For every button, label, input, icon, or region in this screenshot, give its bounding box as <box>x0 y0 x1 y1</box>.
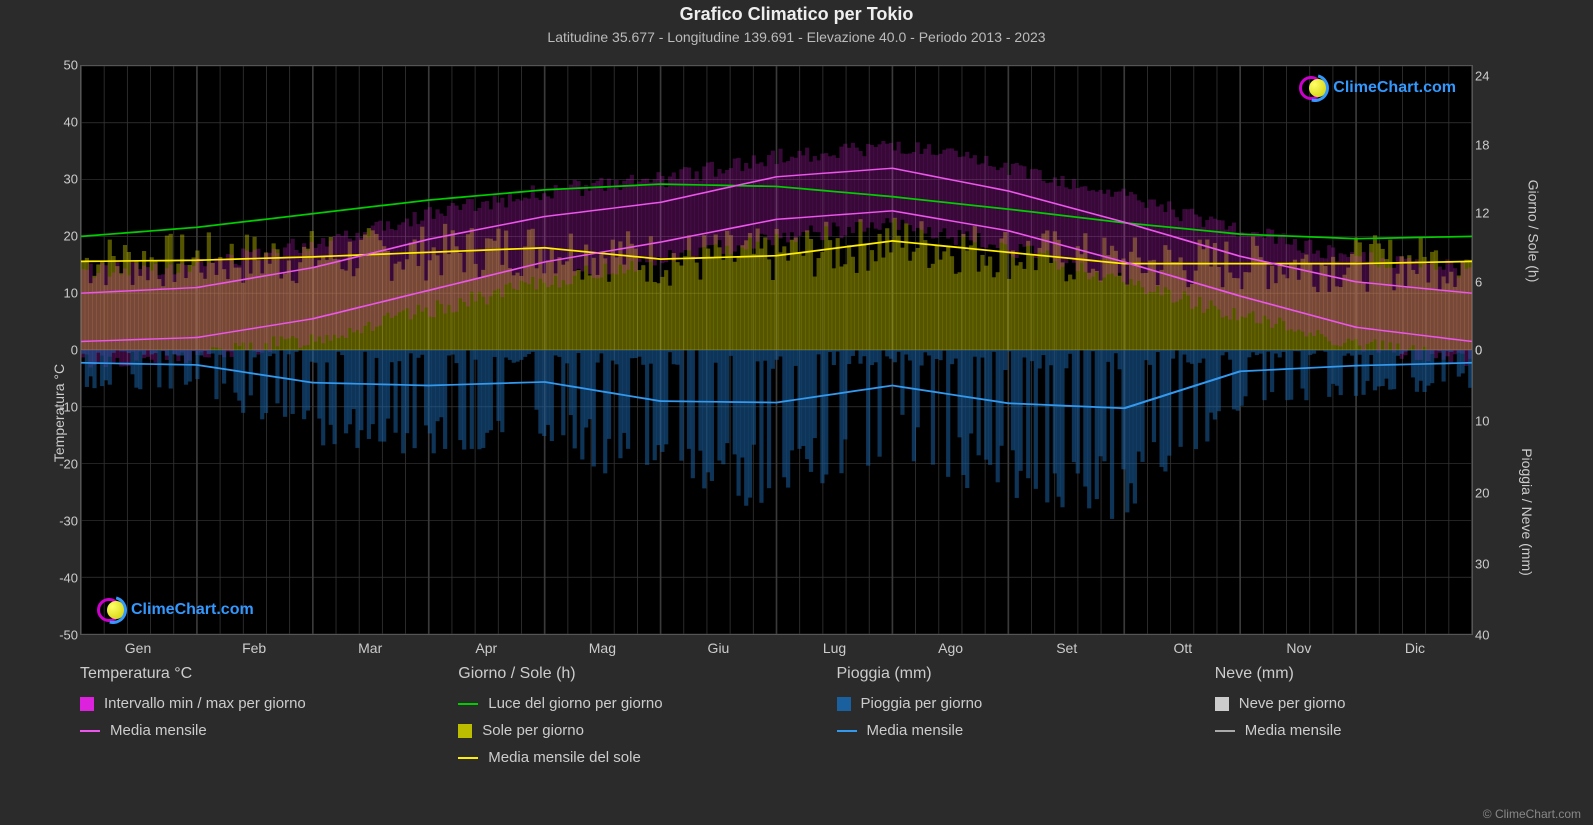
legend-swatch <box>80 730 100 732</box>
legend-item: Media mensile <box>1215 722 1553 739</box>
x-tick: Apr <box>475 640 497 656</box>
x-tick: Feb <box>242 640 266 656</box>
legend-col-rain: Pioggia (mm) Pioggia per giorno Media men… <box>837 665 1175 815</box>
y-left-tick: 50 <box>40 58 78 73</box>
y-right-bottom-tick: 20 <box>1475 485 1513 500</box>
legend-item: Media mensile <box>80 722 418 739</box>
legend-col-daylight: Giorno / Sole (h) Luce del giorno per gi… <box>458 665 796 815</box>
y-left-tick: -40 <box>40 571 78 586</box>
legend-label: Media mensile del sole <box>488 749 641 766</box>
legend-item: Luce del giorno per giorno <box>458 695 796 712</box>
legend-label: Luce del giorno per giorno <box>488 695 662 712</box>
x-tick: Set <box>1056 640 1077 656</box>
legend-swatch <box>458 757 478 759</box>
legend-title: Temperatura °C <box>80 665 418 683</box>
legend-col-snow: Neve (mm) Neve per giorno Media mensile <box>1215 665 1553 815</box>
chart-svg <box>81 66 1472 634</box>
legend-label: Media mensile <box>1245 722 1342 739</box>
x-tick: Lug <box>823 640 846 656</box>
legend-item: Sole per giorno <box>458 722 796 739</box>
legend-col-temperature: Temperatura °C Intervallo min / max per … <box>80 665 418 815</box>
y-left-tick: -50 <box>40 628 78 643</box>
legend-swatch <box>1215 730 1235 732</box>
x-tick: Ott <box>1173 640 1192 656</box>
y-right-bottom-tick: 0 <box>1475 343 1513 358</box>
y-axis-right-bottom-label: Pioggia / Neve (mm) <box>1519 448 1535 576</box>
x-tick: Ago <box>938 640 963 656</box>
y-right-bottom-tick: 10 <box>1475 414 1513 429</box>
copyright-text: © ClimeChart.com <box>1483 807 1581 821</box>
legend-item: Pioggia per giorno <box>837 695 1175 712</box>
y-left-tick: 40 <box>40 115 78 130</box>
legend-swatch <box>1215 697 1229 711</box>
x-tick: Giu <box>708 640 730 656</box>
legend-label: Media mensile <box>867 722 964 739</box>
y-right-bottom-tick: 30 <box>1475 556 1513 571</box>
chart-title: Grafico Climatico per Tokio <box>0 4 1593 25</box>
legend-item: Media mensile del sole <box>458 749 796 766</box>
climechart-logo-icon <box>1299 74 1327 102</box>
climate-chart: Grafico Climatico per Tokio Latitudine 3… <box>0 0 1593 825</box>
watermark-text: ClimeChart.com <box>131 601 254 619</box>
y-left-tick: 0 <box>40 343 78 358</box>
legend-title: Pioggia (mm) <box>837 665 1175 683</box>
y-left-tick: 10 <box>40 286 78 301</box>
y-left-tick: -30 <box>40 514 78 529</box>
y-axis-right-bottom: 010203040 <box>1475 65 1513 635</box>
legend-swatch <box>458 703 478 705</box>
legend-label: Intervallo min / max per giorno <box>104 695 306 712</box>
chart-subtitle: Latitudine 35.677 - Longitudine 139.691 … <box>0 29 1593 45</box>
legend-swatch <box>837 697 851 711</box>
climechart-logo-icon <box>97 596 125 624</box>
plot-area: ClimeChart.com ClimeChart.com <box>80 65 1473 635</box>
legend-swatch <box>458 724 472 738</box>
legend-item: Intervallo min / max per giorno <box>80 695 418 712</box>
legend-item: Neve per giorno <box>1215 695 1553 712</box>
y-left-tick: -10 <box>40 400 78 415</box>
x-axis: Gen Feb Mar Apr Mag Giu Lug Ago Set Ott Nov Dic <box>80 640 1473 660</box>
legend-title: Neve (mm) <box>1215 665 1553 683</box>
watermark-text: ClimeChart.com <box>1333 79 1456 97</box>
legend-swatch <box>80 697 94 711</box>
watermark-bottom: ClimeChart.com <box>97 596 254 624</box>
y-axis-right-top-label: Giorno / Sole (h) <box>1526 180 1542 283</box>
x-tick: Nov <box>1286 640 1311 656</box>
x-tick: Mar <box>358 640 382 656</box>
y-right-bottom-tick: 40 <box>1475 628 1513 643</box>
y-left-tick: -20 <box>40 457 78 472</box>
legend-label: Pioggia per giorno <box>861 695 983 712</box>
legend-swatch <box>837 730 857 732</box>
y-axis-left: 50403020100-10-20-30-40-50 <box>40 65 78 635</box>
y-left-tick: 30 <box>40 172 78 187</box>
watermark-top: ClimeChart.com <box>1299 74 1456 102</box>
legend: Temperatura °C Intervallo min / max per … <box>80 665 1553 815</box>
legend-title: Giorno / Sole (h) <box>458 665 796 683</box>
legend-label: Sole per giorno <box>482 722 584 739</box>
y-left-tick: 20 <box>40 229 78 244</box>
legend-label: Neve per giorno <box>1239 695 1346 712</box>
legend-item: Media mensile <box>837 722 1175 739</box>
x-tick: Gen <box>125 640 151 656</box>
x-tick: Mag <box>589 640 616 656</box>
x-tick: Dic <box>1405 640 1425 656</box>
legend-label: Media mensile <box>110 722 207 739</box>
